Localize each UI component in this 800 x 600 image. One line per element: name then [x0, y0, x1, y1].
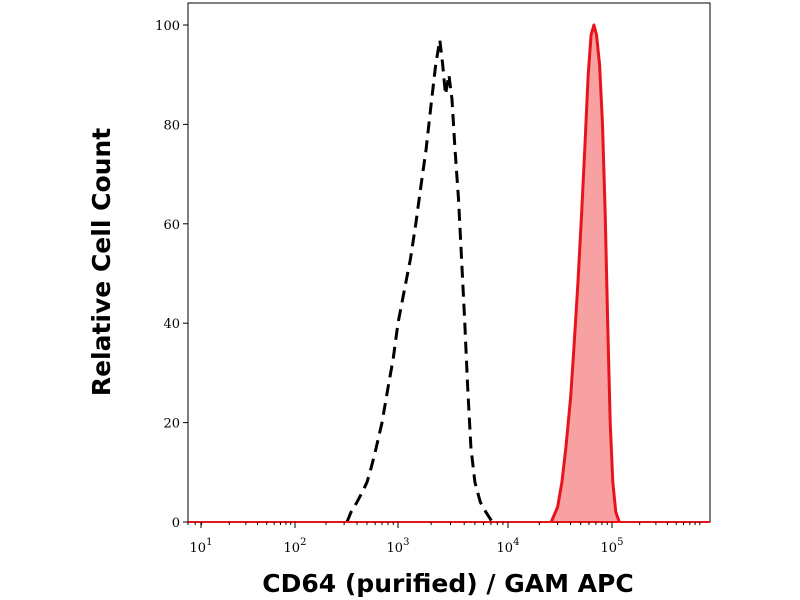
y-tick-label-20: 20	[163, 417, 180, 432]
y-tick-label-100: 100	[155, 19, 180, 34]
series-0-line	[345, 38, 494, 523]
x-axis-title: CD64 (purified) / GAM APC	[262, 569, 633, 598]
y-axis-title: Relative Cell Count	[87, 128, 116, 396]
plot-area	[187, 2, 711, 523]
plot-frame	[187, 2, 711, 523]
y-tick-label-80: 80	[163, 118, 180, 133]
y-tick-label-40: 40	[163, 317, 180, 332]
series-1-line	[549, 23, 621, 523]
series-layer	[188, 23, 710, 523]
x-tick-label-2: 102	[284, 537, 307, 556]
x-tick-label-4: 104	[497, 537, 520, 556]
x-tick-label-5: 105	[601, 537, 624, 556]
y-tick-label-60: 60	[163, 218, 180, 233]
y-tick-label-0: 0	[172, 516, 180, 531]
axes-layer: 020406080100101102103104105106	[155, 19, 701, 556]
x-tick-label-3: 103	[387, 537, 410, 556]
x-tick-label-1: 101	[190, 537, 213, 556]
